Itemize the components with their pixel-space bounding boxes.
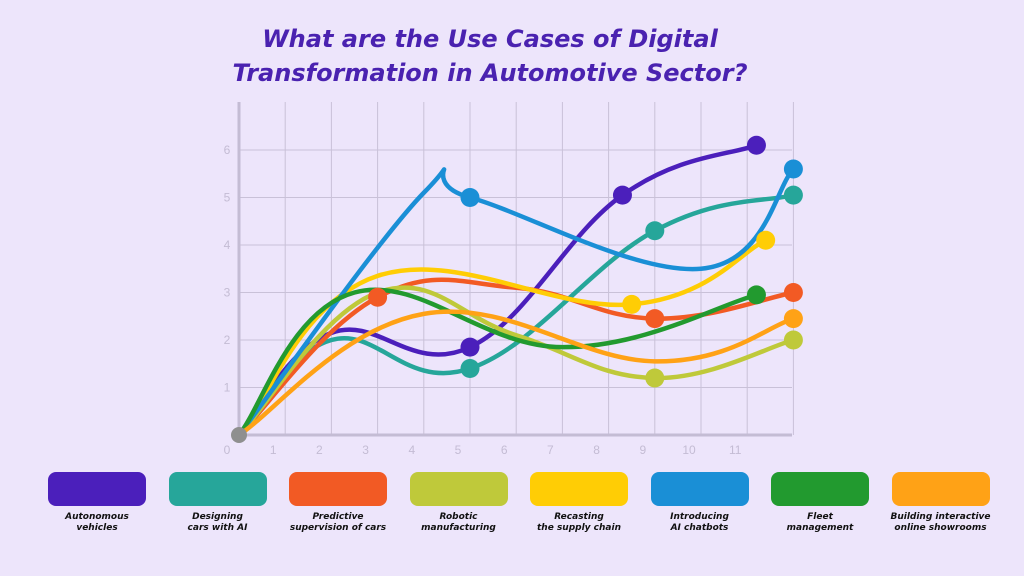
x-tick-label: 0	[224, 443, 231, 457]
legend-label: Introducing AI chatbots	[670, 512, 729, 533]
series-line-robotic-manufacturing	[236, 285, 796, 438]
legend-item-fleet-management: Fleet management	[771, 472, 869, 534]
data-point-predictive-supervision-of-cars	[645, 309, 665, 329]
legend-swatch	[168, 472, 267, 506]
data-point-introducing-ai-chatbots	[783, 159, 803, 179]
y-tick-label: 2	[224, 333, 231, 347]
legend-swatch	[409, 472, 508, 506]
y-tick-label: 5	[224, 191, 231, 205]
y-tick-label: 6	[224, 143, 231, 157]
chart-legend: Autonomous vehicles Designing cars with A…	[0, 472, 1024, 552]
legend-swatch	[771, 472, 869, 506]
origin-point	[231, 427, 247, 443]
legend-item-robotic-manufacturing: Robotic manufacturing	[409, 472, 508, 534]
chart-title: What are the Use Cases of Digital Transf…	[0, 22, 980, 90]
legend-item-designing-cars-with-ai: Designing cars with AI	[168, 472, 267, 534]
data-point-autonomous-vehicles	[460, 337, 480, 357]
data-point-predictive-supervision-of-cars	[783, 283, 803, 302]
legend-swatch	[48, 472, 146, 506]
x-tick-label: 9	[639, 443, 646, 457]
data-point-robotic-manufacturing	[645, 368, 665, 388]
x-tick-label: 4	[408, 443, 415, 457]
data-point-introducing-ai-chatbots	[460, 188, 480, 207]
legend-label: Recasting the supply chain	[537, 512, 621, 533]
x-tick-label: 10	[682, 443, 696, 457]
y-tick-label: 3	[224, 286, 231, 300]
chart-title-line-2: Transformation in Automotive Sector?	[232, 59, 748, 87]
x-tick-label: 5	[455, 443, 462, 457]
data-point-robotic-manufacturing	[783, 330, 803, 350]
data-point-designing-cars-with-ai	[783, 185, 803, 205]
x-tick-label: 7	[547, 443, 554, 457]
data-point-recasting-the-supply-chain	[756, 230, 776, 250]
data-point-designing-cars-with-ai	[460, 359, 480, 378]
legend-swatch	[289, 472, 387, 506]
data-point-designing-cars-with-ai	[645, 221, 665, 241]
x-tick-label: 2	[316, 443, 323, 457]
legend-item-predictive-supervision-of-cars: Predictive supervision of cars	[289, 472, 387, 534]
series-line-autonomous-vehicles	[236, 143, 759, 438]
x-tick-label: 8	[593, 443, 600, 457]
data-point-autonomous-vehicles	[746, 135, 766, 155]
legend-item-recasting-the-supply-chain: Recasting the supply chain	[530, 472, 628, 534]
y-tick-label: 4	[224, 238, 231, 252]
series-line-building-interactive-online-showrooms	[236, 309, 796, 438]
legend-label: Designing cars with AI	[187, 512, 248, 533]
legend-label: Predictive supervision of cars	[289, 512, 387, 533]
data-point-predictive-supervision-of-cars	[368, 287, 388, 307]
legend-item-introducing-ai-chatbots: Introducing AI chatbots	[650, 472, 749, 534]
x-tick-label: 3	[362, 443, 369, 457]
data-point-recasting-the-supply-chain	[622, 294, 642, 314]
y-tick-label: 1	[224, 381, 231, 395]
series-line-recasting-the-supply-chain	[236, 238, 768, 438]
data-point-fleet-management	[746, 285, 766, 305]
legend-swatch	[530, 472, 628, 506]
x-tick-label: 11	[729, 443, 742, 457]
legend-label: Building interactive online showrooms	[890, 512, 991, 533]
data-point-building-interactive-online-showrooms	[783, 309, 803, 329]
chart-title-line-1: What are the Use Cases of Digital	[262, 25, 718, 53]
x-tick-label: 6	[501, 443, 508, 457]
legend-label: Fleet management	[786, 512, 854, 533]
x-tick-label: 1	[270, 443, 277, 457]
legend-swatch	[650, 472, 749, 506]
data-point-autonomous-vehicles	[612, 185, 632, 205]
legend-label: Robotic manufacturing	[421, 512, 496, 533]
legend-swatch	[891, 472, 990, 506]
legend-label: Autonomous vehicles	[65, 512, 129, 533]
legend-item-autonomous-vehicles: Autonomous vehicles	[48, 472, 146, 534]
legend-item-building-interactive-online-showrooms: Building interactive online showrooms	[890, 472, 991, 534]
